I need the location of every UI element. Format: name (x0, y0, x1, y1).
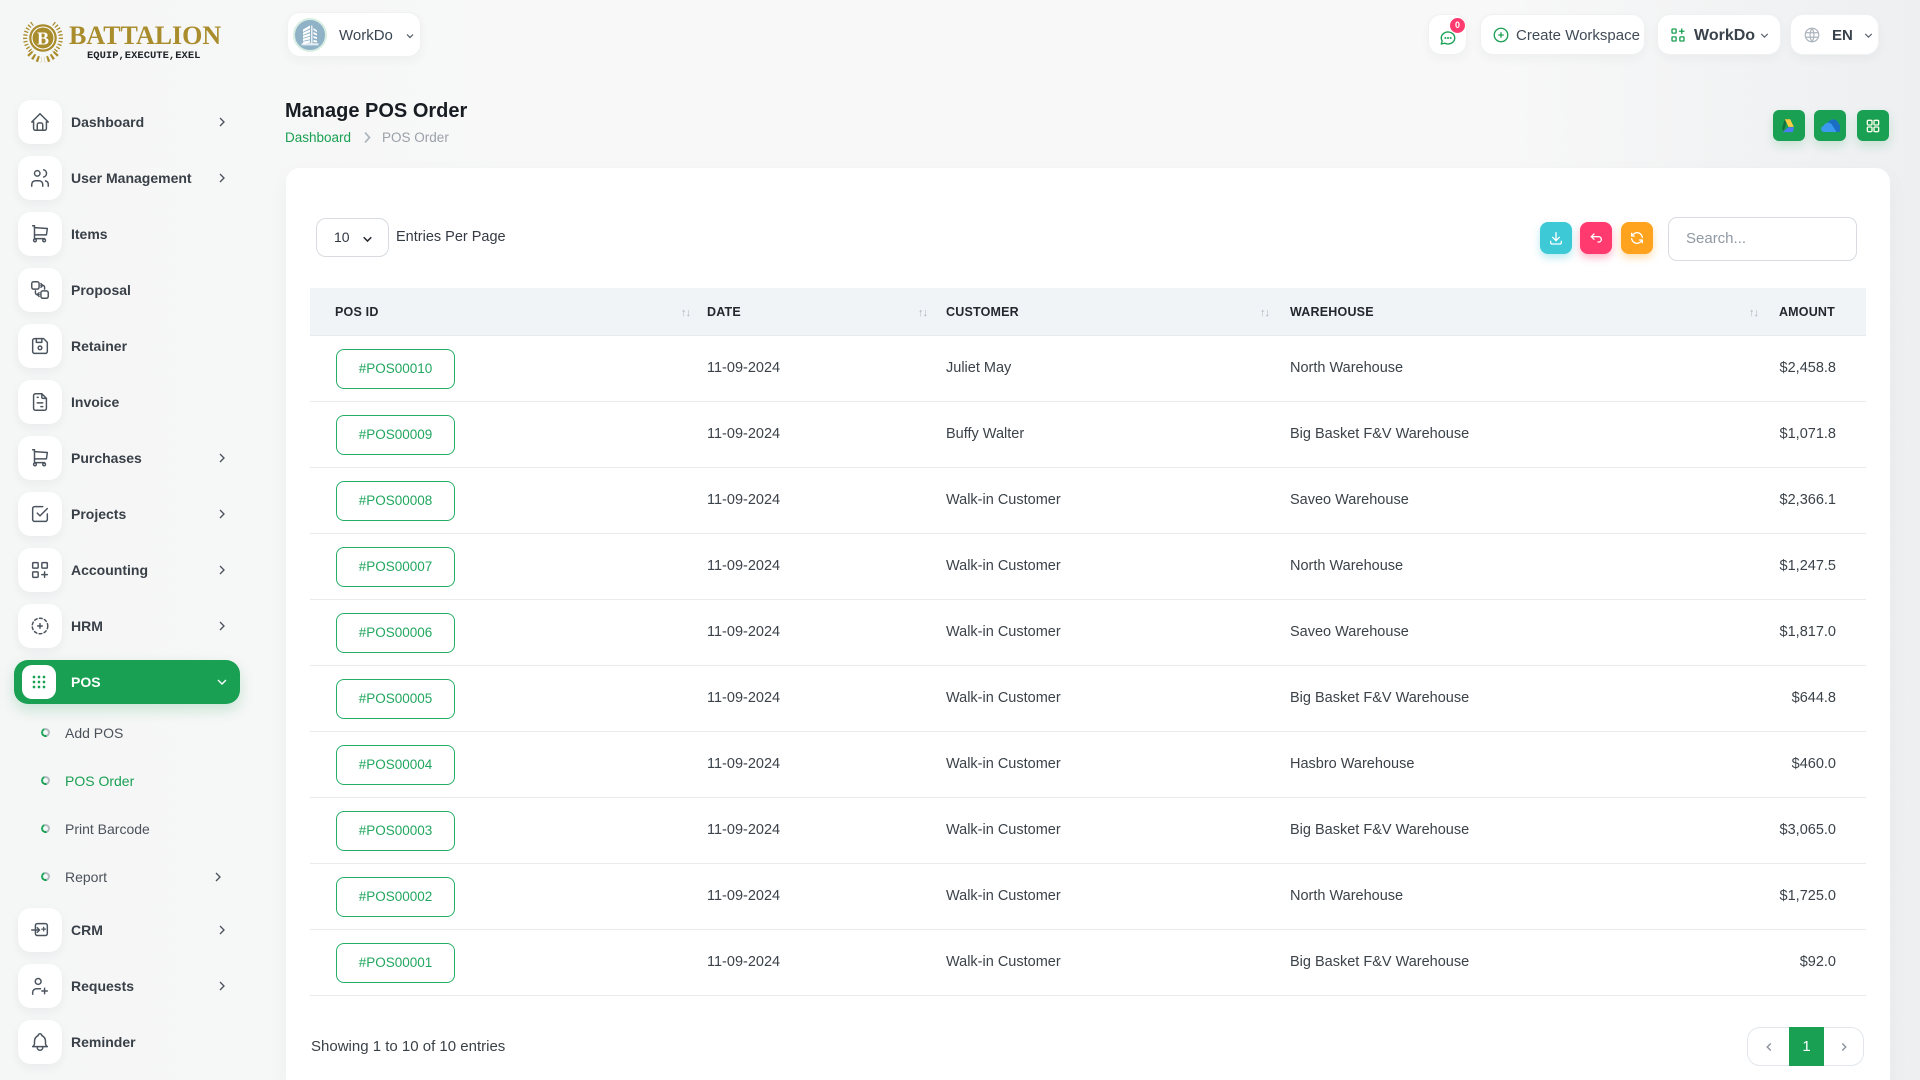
svg-text:B: B (37, 29, 49, 49)
